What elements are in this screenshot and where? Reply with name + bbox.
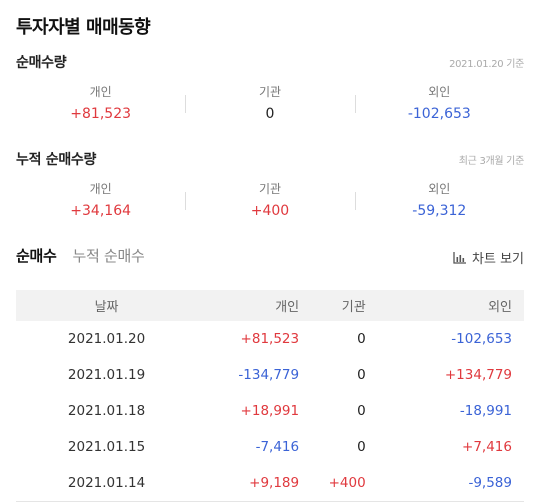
- stat-value: +34,164: [70, 203, 132, 219]
- stat-label: 기관: [258, 85, 282, 99]
- col-header-date: 날짜: [94, 300, 119, 315]
- col-header-foreign: 외인: [488, 300, 512, 315]
- table-row: 2021.01.19 -134,779 0 +134,779: [16, 357, 524, 393]
- stat-value: 0: [265, 106, 275, 122]
- investor-trades-table: 날짜 개인 기관 외인 2021.01.20 +81,523 0 -102,653 20…: [16, 290, 524, 502]
- stat-label: 외인: [428, 182, 451, 196]
- stat-value: +400: [250, 203, 290, 219]
- cell-foreign: -102,653: [451, 331, 512, 347]
- cell-foreign: +7,416: [462, 439, 512, 455]
- stat-label: 외인: [428, 85, 451, 99]
- cell-date: 2021.01.20: [67, 331, 146, 347]
- bar-chart-icon: [453, 251, 467, 264]
- table-row: 2021.01.20 +81,523 0 -102,653: [16, 321, 524, 357]
- view-chart-label: 차트 보기: [472, 252, 524, 267]
- cumulative-volume-title: 누적 순매수량: [16, 152, 97, 168]
- table-row: 2021.01.14 +9,189 +400 -9,589: [16, 465, 524, 502]
- cell-individual: +81,523: [240, 331, 300, 347]
- col-header-institution: 기관: [341, 300, 366, 315]
- cell-individual: +18,991: [240, 403, 300, 419]
- cell-date: 2021.01.19: [67, 367, 146, 383]
- cell-date: 2021.01.15: [67, 439, 146, 455]
- cell-individual: +9,189: [197, 465, 300, 502]
- stat-foreign: 외인 -102,653: [354, 84, 524, 126]
- cell-date: 2021.01.18: [67, 403, 146, 419]
- cell-institution: 0: [357, 331, 366, 347]
- stat-label: 개인: [89, 182, 112, 196]
- table-header-row: 날짜 개인 기관 외인: [16, 290, 524, 321]
- view-chart-button[interactable]: 차트 보기: [453, 248, 524, 267]
- cell-date: 2021.01.14: [16, 465, 198, 502]
- stat-value: -59,312: [412, 203, 467, 219]
- stat-label: 개인: [89, 85, 112, 99]
- col-header-individual: 개인: [275, 300, 300, 315]
- view-tabs: 순매수 누적 순매수: [16, 245, 145, 266]
- cell-institution: +400: [299, 465, 366, 502]
- stat-institution: 기관 +400: [185, 181, 354, 223]
- net-volume-title: 순매수량: [16, 55, 67, 71]
- net-volume-stats: 개인 +81,523 기관 0 외인 -102,653: [16, 84, 524, 126]
- cell-individual: -134,779: [238, 367, 300, 383]
- tab-cumulative-net-buy[interactable]: 누적 순매수: [72, 247, 145, 265]
- cell-individual: -7,416: [255, 439, 300, 455]
- net-volume-date: 2021.01.20 기준: [449, 59, 524, 70]
- cell-foreign: -9,589: [365, 465, 524, 502]
- stat-foreign: 외인 -59,312: [354, 181, 524, 223]
- stat-individual: 개인 +81,523: [16, 84, 185, 126]
- page-title: 투자자별 매매동향: [16, 17, 151, 38]
- cell-institution: 0: [357, 367, 366, 383]
- table-row: 2021.01.18 +18,991 0 -18,991: [16, 393, 524, 429]
- cell-institution: 0: [357, 439, 366, 455]
- tab-net-buy[interactable]: 순매수: [16, 247, 57, 265]
- cumulative-volume-period: 최근 3개월 기준: [458, 156, 525, 167]
- stat-institution: 기관 0: [185, 84, 354, 126]
- cell-institution: 0: [357, 403, 366, 419]
- stat-value: -102,653: [407, 106, 471, 122]
- table-row: 2021.01.15 -7,416 0 +7,416: [16, 429, 524, 465]
- stat-individual: 개인 +34,164: [16, 181, 185, 223]
- stat-value: +81,523: [70, 106, 132, 122]
- cumulative-volume-stats: 개인 +34,164 기관 +400 외인 -59,312: [16, 181, 524, 223]
- cell-foreign: +134,779: [444, 367, 512, 383]
- cell-foreign: -18,991: [459, 403, 512, 419]
- stat-label: 기관: [258, 182, 282, 196]
